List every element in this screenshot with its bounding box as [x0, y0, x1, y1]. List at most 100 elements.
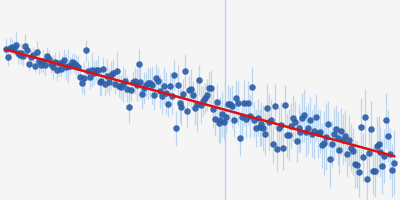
Point	[317, 130, 323, 133]
Point	[292, 120, 298, 123]
Point	[301, 114, 308, 117]
Point	[280, 146, 286, 150]
Point	[334, 137, 341, 140]
Point	[8, 45, 15, 48]
Point	[381, 154, 388, 158]
Point	[231, 118, 237, 122]
Point	[112, 83, 118, 86]
Point	[186, 88, 192, 92]
Point	[130, 81, 136, 84]
Point	[65, 65, 72, 68]
Point	[106, 81, 112, 84]
Point	[385, 134, 392, 137]
Point	[346, 139, 352, 142]
Point	[324, 123, 331, 126]
Point	[10, 46, 17, 49]
Point	[153, 76, 159, 79]
Point	[290, 116, 296, 119]
Point	[61, 59, 68, 62]
Point	[303, 130, 310, 133]
Point	[391, 161, 397, 164]
Point	[118, 86, 124, 89]
Point	[36, 59, 42, 63]
Point	[344, 153, 350, 156]
Point	[200, 99, 206, 102]
Point	[163, 91, 169, 95]
Point	[55, 62, 62, 65]
Point	[332, 127, 339, 131]
Point	[96, 80, 103, 83]
Point	[348, 146, 354, 150]
Point	[38, 63, 44, 66]
Point	[24, 49, 30, 52]
Point	[188, 88, 194, 91]
Point	[145, 81, 152, 85]
Point	[373, 144, 380, 148]
Point	[368, 128, 374, 131]
Point	[319, 144, 325, 147]
Point	[54, 69, 60, 72]
Point	[198, 103, 204, 106]
Point	[90, 71, 97, 75]
Point	[114, 70, 120, 73]
Point	[79, 82, 85, 85]
Point	[375, 142, 382, 145]
Point	[342, 134, 348, 137]
Point	[44, 54, 50, 57]
Point	[5, 56, 11, 59]
Point	[174, 83, 181, 87]
Point	[282, 104, 288, 107]
Point	[258, 122, 265, 125]
Point	[208, 86, 214, 89]
Point	[122, 80, 128, 83]
Point	[379, 165, 386, 168]
Point	[63, 65, 70, 69]
Point	[252, 127, 259, 130]
Point	[151, 93, 157, 97]
Point	[32, 64, 38, 68]
Point	[180, 92, 187, 95]
Point	[102, 82, 108, 85]
Point	[48, 63, 54, 66]
Point	[94, 68, 101, 72]
Point	[57, 67, 64, 70]
Point	[20, 55, 27, 58]
Point	[30, 53, 36, 56]
Point	[297, 130, 304, 133]
Point	[116, 84, 122, 88]
Point	[299, 117, 306, 120]
Point	[248, 85, 255, 89]
Point	[358, 125, 364, 129]
Point	[86, 76, 93, 79]
Point	[3, 47, 9, 50]
Point	[50, 65, 56, 68]
Point	[143, 83, 150, 86]
Point	[92, 68, 99, 72]
Point	[264, 107, 270, 110]
Point	[239, 116, 245, 119]
Point	[178, 106, 185, 109]
Point	[88, 68, 95, 71]
Point	[372, 169, 378, 172]
Point	[219, 112, 226, 116]
Point	[268, 118, 274, 121]
Point	[137, 80, 144, 83]
Point	[295, 126, 302, 130]
Point	[272, 105, 278, 108]
Point	[190, 94, 196, 97]
Point	[315, 132, 321, 135]
Point	[286, 133, 292, 137]
Point	[67, 64, 74, 67]
Point	[16, 53, 23, 56]
Point	[330, 132, 337, 135]
Point	[354, 163, 360, 166]
Point	[168, 95, 175, 98]
Point	[243, 118, 249, 121]
Point	[77, 76, 83, 79]
Point	[133, 83, 140, 86]
Point	[71, 62, 77, 65]
Point	[176, 101, 183, 105]
Point	[311, 130, 317, 133]
Point	[254, 116, 261, 119]
Point	[46, 57, 52, 60]
